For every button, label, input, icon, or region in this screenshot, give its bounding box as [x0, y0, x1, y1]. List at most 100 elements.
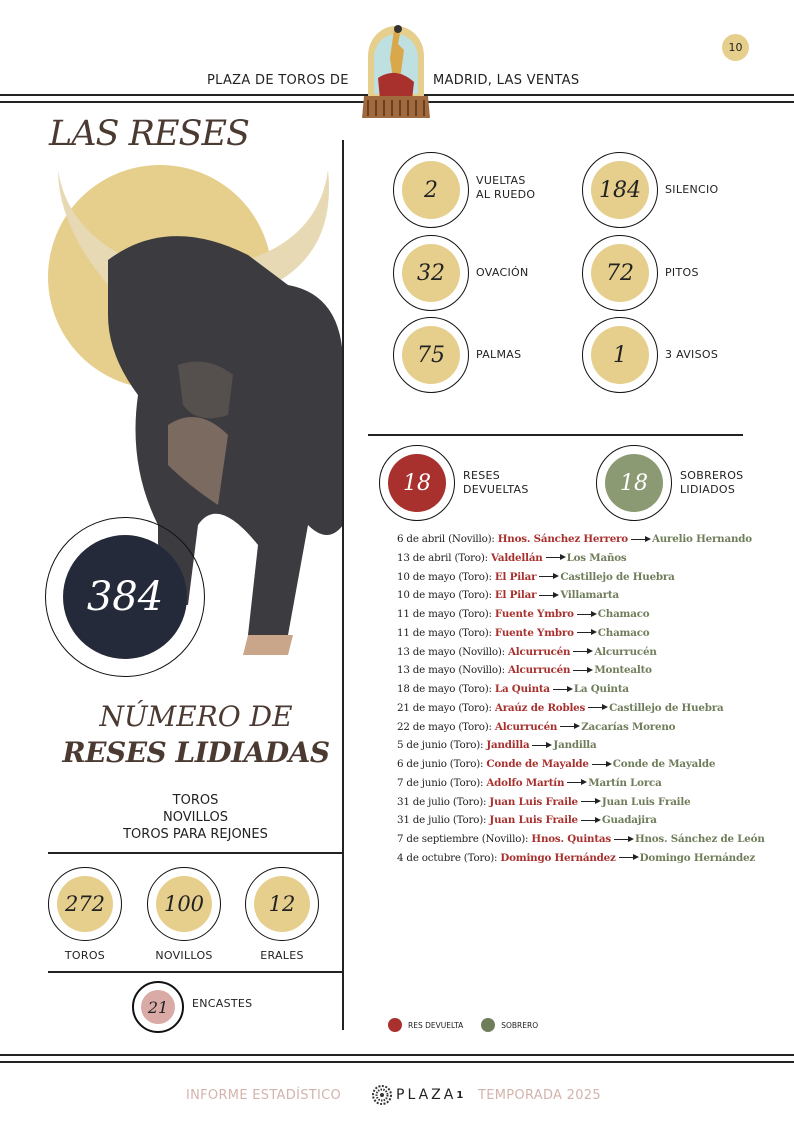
header-title-left: PLAZA DE TOROS DE	[207, 73, 349, 88]
substitute-ganaderia: Guadajira	[601, 814, 657, 827]
brand-name: PLAZA	[396, 1087, 457, 1103]
row-date: 10 de mayo (Toro):	[397, 589, 492, 602]
substitute-ganaderia: Jandilla	[553, 739, 597, 752]
replacement-list: 6 de abril (Novillo): Hnos. Sánchez Herr…	[397, 530, 765, 868]
row-date: 5 de junio (Toro):	[397, 739, 484, 752]
row-date: 6 de abril (Novillo):	[397, 533, 495, 545]
stat-label: OVACIÓN	[476, 266, 529, 279]
legend-substitute: SOBRERO	[501, 1020, 539, 1030]
row-date: 6 de junio (Toro):	[397, 758, 484, 770]
returned-ganaderia: Fuente Ymbro	[494, 608, 574, 620]
replacement-row: 6 de abril (Novillo): Hnos. Sánchez Herr…	[397, 530, 765, 549]
stat-ring: 75	[393, 317, 469, 393]
returned-ganaderia: Conde de Mayalde	[486, 758, 589, 770]
returned-ganaderia: Alcurrucén	[494, 720, 558, 733]
encastes-disc: 21	[141, 990, 175, 1024]
returned-ganaderia: El Pilar	[494, 589, 537, 602]
total-reses-value: 384	[86, 574, 164, 620]
sobreros-value: 18	[620, 470, 648, 496]
returned-ganaderia: Domingo Hernández	[500, 851, 616, 864]
substitute-ganaderia: Chamaco	[597, 608, 650, 620]
stat-disc: 75	[402, 326, 460, 384]
header-title-right: MADRID, LAS VENTAS	[433, 73, 580, 88]
section-title: LAS RESES	[49, 114, 250, 154]
stat-label: 3 AVISOS	[665, 348, 719, 361]
sobreros-ring: 18	[596, 445, 672, 521]
replacement-row: 11 de mayo (Toro): Fuente Ymbro Chamaco	[397, 605, 765, 624]
returned-ganaderia: Araúz de Robles	[494, 701, 586, 714]
replacement-row: 10 de mayo (Toro): El Pilar Castillejo de…	[397, 568, 765, 587]
encastes-label: ENCASTES	[192, 997, 253, 1010]
count-label: TOROS	[64, 949, 106, 962]
stat-label: PITOS	[665, 266, 699, 279]
stat-disc: 184	[591, 161, 649, 219]
returned-ganaderia: Hnos. Quintas	[531, 833, 611, 845]
arrow-icon	[539, 573, 560, 579]
count-ring-erales: 12	[245, 867, 319, 941]
replacement-row: 21 de mayo (Toro): Araúz de Robles Castil…	[397, 699, 765, 718]
arrow-icon	[573, 666, 594, 673]
stat-disc: 1	[591, 326, 649, 384]
substitute-ganaderia: Chamaco	[597, 626, 650, 639]
replacement-row: 13 de mayo (Novillo): Alcurrucén Alcurruc…	[397, 643, 765, 662]
row-date: 31 de julio (Toro):	[397, 814, 487, 827]
row-date: 22 de mayo (Toro):	[397, 720, 492, 733]
substitute-ganaderia: Juan Luis Fraile	[601, 795, 691, 808]
count-disc: 100	[156, 876, 212, 932]
stat-value: 1	[613, 342, 627, 368]
category-list: TOROS NOVILLOS TOROS PARA REJONES	[48, 792, 343, 843]
replacement-row: 11 de mayo (Toro): Fuente Ymbro Chamaco	[397, 624, 765, 643]
legend-green-dot	[481, 1018, 496, 1032]
category-novillos: NOVILLOS	[163, 810, 228, 825]
arrow-icon	[630, 535, 651, 542]
count-value: 12	[268, 892, 296, 916]
returned-ganaderia: Valdellán	[491, 551, 543, 564]
total-reses-disc: 384	[63, 535, 187, 659]
stat-value: 184	[599, 177, 641, 203]
returned-ganaderia: Alcurrucén	[508, 645, 571, 658]
returned-ganaderia: Fuente Ymbro	[494, 626, 574, 639]
stat-ring: 1	[582, 317, 658, 393]
total-title-line1: NÚMERO DE	[99, 700, 293, 733]
replacement-row: 18 de mayo (Toro): La Quinta La Quinta	[397, 680, 765, 699]
substitute-ganaderia: Martín Lorca	[588, 776, 662, 789]
replacement-row: 10 de mayo (Toro): El Pilar Villamarta	[397, 586, 765, 605]
row-date: 4 de octubre (Toro):	[397, 851, 498, 864]
row-date: 13 de mayo (Novillo):	[397, 645, 505, 658]
arrow-icon	[588, 704, 609, 711]
arrow-icon	[545, 554, 566, 561]
replacement-row: 13 de abril (Toro): Valdellán Los Maños	[397, 549, 765, 568]
count-ring-toros: 272	[48, 867, 122, 941]
arrow-icon	[532, 741, 553, 748]
stat-ring: 2	[393, 152, 469, 228]
row-date: 10 de mayo (Toro):	[397, 570, 492, 583]
encastes-ring: 21	[132, 981, 184, 1033]
count-ring-novillos: 100	[147, 867, 221, 941]
replacement-row: 31 de julio (Toro): Juan Luis Fraile Guad…	[397, 811, 765, 830]
count-label: ERALES	[260, 949, 304, 962]
count-value: 272	[64, 892, 106, 916]
replacement-row: 6 de junio (Toro): Conde de Mayalde Conde…	[397, 755, 765, 774]
divider	[48, 971, 343, 973]
substitute-ganaderia: Montealto	[594, 664, 652, 677]
replacement-row: 31 de julio (Toro): Juan Luis Fraile Juan…	[397, 793, 765, 812]
row-date: 7 de junio (Toro):	[397, 776, 484, 789]
stat-value: 2	[424, 177, 438, 203]
matador-logo	[362, 25, 430, 118]
substitute-ganaderia: Zacarías Moreno	[581, 720, 676, 733]
row-date: 13 de abril (Toro):	[397, 551, 488, 564]
substitute-ganaderia: Alcurrucén	[594, 645, 657, 658]
legend: RES DEVUELTA SOBRERO	[388, 1018, 538, 1032]
stat-value: 75	[417, 342, 445, 368]
stat-value: 32	[417, 260, 445, 286]
returned-ganaderia: Jandilla	[486, 739, 530, 752]
returned-ganaderia: Juan Luis Fraile	[489, 814, 578, 827]
substitute-ganaderia: Conde de Mayalde	[612, 758, 716, 770]
replacement-row: 7 de septiembre (Novillo): Hnos. Quintas…	[397, 830, 765, 849]
arrow-icon	[618, 854, 639, 861]
row-date: 13 de mayo (Novillo):	[397, 664, 505, 677]
encastes-value: 21	[147, 997, 169, 1017]
stat-label: PALMAS	[476, 348, 522, 361]
column-divider	[342, 140, 344, 1030]
